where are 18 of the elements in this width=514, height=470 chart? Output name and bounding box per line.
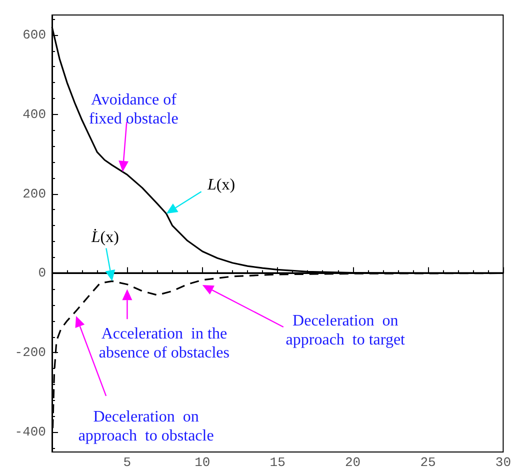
y-tick-label: 0 <box>38 266 46 281</box>
x-tick-label: 10 <box>194 455 210 470</box>
annotation: Acceleration in the absence of obstacles <box>98 326 230 362</box>
y-tick-label: 600 <box>22 27 46 42</box>
annotation: Deceleration on approach to target <box>286 312 406 348</box>
annotation: Avoidance of fixed obstacle <box>89 91 178 128</box>
x-tick-label: 20 <box>344 455 361 470</box>
text: L̇(x) <box>90 228 119 246</box>
x-tick-label: 30 <box>495 455 512 470</box>
y-tick-label: 400 <box>22 106 46 122</box>
x-tick-label: 5 <box>123 455 132 470</box>
x-tick-label: 25 <box>420 455 436 470</box>
y-tick-label: -200 <box>14 345 46 360</box>
y-tick-label: -400 <box>14 424 46 440</box>
y-tick-label: 200 <box>22 186 46 202</box>
annotation: Deceleration on approach to obstacle <box>78 408 214 444</box>
text: L(x) <box>206 176 236 194</box>
x-tick-label: 15 <box>270 455 286 470</box>
